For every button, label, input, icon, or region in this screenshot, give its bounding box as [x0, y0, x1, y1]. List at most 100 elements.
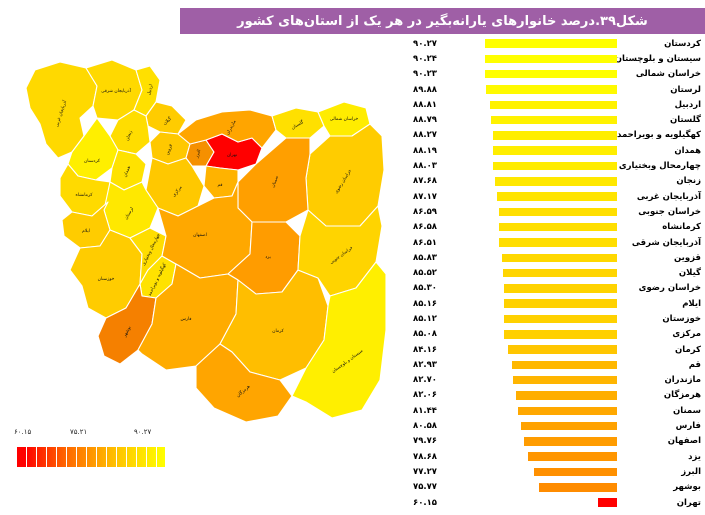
bar-row-province-label: قزوین — [674, 252, 701, 263]
legend-tick-labels: ۶۰.۱۵ ۷۵.۲۱ ۹۰.۲۷ — [8, 428, 158, 442]
bar-chart-row: خوزستان ۸۵.۱۲ — [398, 311, 705, 326]
bar-row-province-label: کرمان — [675, 344, 701, 355]
bar-row-value-label: ۸۲.۹۳ — [413, 359, 437, 370]
bar-row-bar — [492, 146, 617, 155]
bar-chart-row: یزد ۷۸.۶۸ — [398, 449, 705, 464]
bar-row-value-label: ۸۸.۸۱ — [413, 99, 437, 110]
bar-chart-row: آذربایجان شرقی ۸۶.۵۱ — [398, 235, 705, 250]
bar-row-bar-cell — [477, 299, 617, 308]
bar-row-value-label: ۸۵.۱۶ — [413, 298, 437, 309]
bar-chart-row: قزوین ۸۵.۸۳ — [398, 250, 705, 265]
bar-chart-row: زنجان ۸۷.۶۸ — [398, 174, 705, 189]
bar-row-value-label: ۸۵.۸۳ — [413, 252, 437, 263]
map-label-kermanshah: کرمانشاه — [76, 192, 94, 198]
map-label-north-khorasan: خراسان شمالی — [330, 117, 359, 122]
bar-row-province-label: سمنان — [673, 405, 701, 416]
bar-chart-row: مرکزی ۸۵.۰۸ — [398, 327, 705, 342]
bar-row-province-label: خراسان رضوی — [638, 283, 701, 294]
bar-row-bar — [496, 192, 617, 201]
bar-row-province-label: آذربایجان شرقی — [631, 237, 701, 248]
bar-chart-row: تهران ۶۰.۱۵ — [398, 495, 705, 510]
bar-chart-row: آذربایجان غربی ۸۷.۱۷ — [398, 189, 705, 204]
bar-row-value-label: ۸۵.۳۰ — [413, 283, 437, 294]
legend-mid-label: ۷۵.۲۱ — [70, 428, 88, 436]
bar-row-bar — [512, 360, 617, 370]
map-label-ardabil: اردبیل — [147, 84, 155, 96]
bar-chart-row: هرمزگان ۸۲.۰۶ — [398, 388, 705, 403]
bar-row-value-label: ۷۵.۷۷ — [413, 482, 437, 493]
bar-row-bar-cell — [477, 345, 617, 354]
bar-row-bar-cell — [477, 207, 617, 217]
bar-row-bar-cell — [477, 268, 617, 278]
bar-row-province-label: همدان — [674, 145, 701, 156]
bar-row-value-label: ۸۱.۴۴ — [413, 405, 437, 416]
bar-row-province-label: آذربایجان غربی — [636, 191, 701, 202]
bar-row-bar-cell — [477, 177, 617, 186]
map-label-tehran: تهران — [227, 153, 238, 158]
map-label-lorestan: لرستان — [124, 207, 135, 221]
bar-row-province-label: لرستان — [670, 84, 701, 95]
bar-row-bar-cell — [477, 222, 617, 232]
bar-row-bar-cell — [477, 161, 617, 171]
map-label-yazd: یزد — [265, 255, 271, 260]
bar-row-value-label: ۶۰.۱۵ — [413, 497, 437, 508]
bar-chart-row: سیستان و بلوچستان ۹۰.۲۴ — [398, 51, 705, 66]
page-title: شکل۳۹.درصد خانوارهای یارانه‌بگیر در هر ی… — [237, 13, 648, 29]
bar-row-province-label: بوشهر — [673, 482, 701, 493]
bar-row-bar — [507, 345, 617, 354]
bar-row-bar — [521, 421, 617, 431]
map-province-mazandaran — [177, 109, 277, 149]
bar-chart-row: البرز ۷۷.۲۷ — [398, 464, 705, 479]
bar-row-bar-cell — [477, 192, 617, 201]
bar-row-bar-cell — [477, 421, 617, 431]
bar-chart-row: خراسان رضوی ۸۵.۳۰ — [398, 281, 705, 296]
bar-row-value-label: ۷۷.۲۷ — [413, 466, 437, 477]
bar-row-bar-cell — [477, 100, 617, 110]
bar-row-bar — [504, 299, 617, 308]
bar-row-province-label: مرکزی — [672, 329, 701, 340]
bar-row-bar-cell — [477, 54, 617, 64]
bar-row-value-label: ۷۹.۷۶ — [413, 436, 437, 447]
bar-chart-row: مازندران ۸۲.۷۰ — [398, 373, 705, 388]
bar-row-bar-cell — [477, 498, 617, 507]
bar-row-province-label: گلستان — [670, 115, 701, 126]
map-label-mazandaran: مازندران — [226, 120, 238, 136]
bar-row-value-label: ۸۴.۱۶ — [413, 344, 437, 355]
bar-row-value-label: ۹۰.۲۷ — [413, 38, 437, 49]
map-label-khuzestan: خوزستان — [98, 277, 115, 282]
bar-row-province-label: گیلان — [678, 268, 701, 279]
bar-row-bar — [539, 483, 617, 492]
map-province-sistan-baluchestan — [291, 261, 387, 419]
map-label-kurdistan: کردستان — [84, 158, 101, 164]
map-province-gilan — [145, 101, 187, 135]
bar-row-value-label: ۸۷.۶۸ — [413, 176, 437, 187]
bar-row-bar-cell — [477, 284, 617, 293]
bar-row-bar-cell — [477, 330, 617, 339]
bar-chart-row: چهارمحال وبختیاری ۸۸.۰۳ — [398, 158, 705, 173]
title-banner: شکل۳۹.درصد خانوارهای یارانه‌بگیر در هر ی… — [180, 8, 705, 34]
map-label-hamadan: همدان — [123, 165, 132, 178]
bar-row-bar — [513, 375, 617, 385]
bar-chart-row: سمنان ۸۱.۴۴ — [398, 403, 705, 418]
bar-chart-row: قم ۸۲.۹۳ — [398, 357, 705, 372]
bar-row-province-label: چهارمحال وبختیاری — [618, 161, 701, 172]
bar-row-value-label: ۸۰.۵۸ — [413, 421, 437, 432]
bar-row-bar — [533, 467, 617, 477]
bar-chart-row: اصفهان ۷۹.۷۶ — [398, 434, 705, 449]
bar-row-value-label: ۸۶.۵۱ — [413, 237, 437, 248]
bar-chart-row: گلستان ۸۸.۷۹ — [398, 112, 705, 127]
bar-row-bar — [528, 452, 617, 461]
bar-row-bar — [499, 238, 617, 247]
color-scale-legend: ۶۰.۱۵ ۷۵.۲۱ ۹۰.۲۷ — [8, 428, 188, 488]
bar-row-bar-cell — [477, 69, 617, 79]
bar-chart-row: همدان ۸۸.۱۹ — [398, 143, 705, 158]
map-label-qazvin: قزوین — [165, 144, 174, 156]
bar-row-value-label: ۸۲.۰۶ — [413, 390, 437, 401]
bar-row-bar — [490, 115, 617, 125]
bar-row-bar-cell — [477, 406, 617, 416]
bar-row-bar-cell — [477, 452, 617, 461]
bar-row-bar-cell — [477, 146, 617, 155]
bar-row-value-label: ۸۵.۱۲ — [413, 313, 437, 324]
bar-row-bar — [490, 100, 617, 110]
bar-row-bar — [503, 284, 617, 293]
